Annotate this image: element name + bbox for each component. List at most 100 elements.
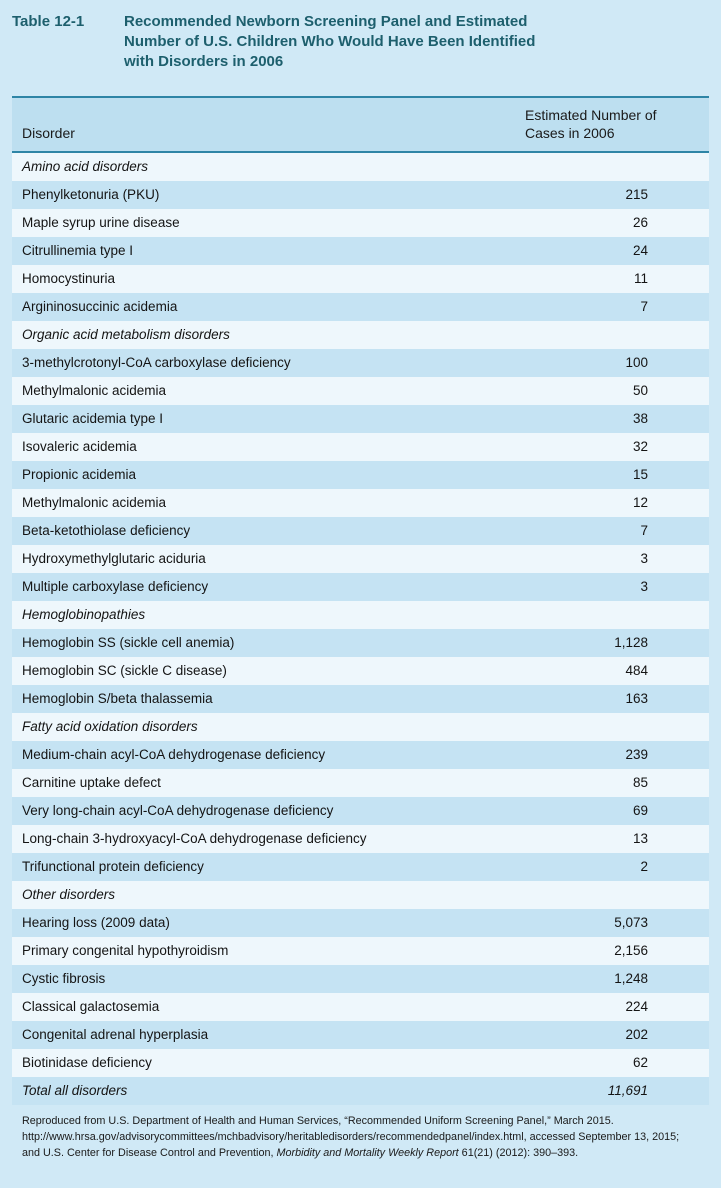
disorder-cell: Medium-chain acyl-CoA dehydrogenase defi… [22,747,326,762]
table-row: Congenital adrenal hyperplasia 202 [12,1021,709,1049]
cases-cell: 32 [632,439,648,454]
table-row: Hemoglobin SC (sickle C disease) 484 [12,657,709,685]
table-row: Multiple carboxylase deficiency 3 [12,573,709,601]
table-row: Hemoglobin S/beta thalassemia 163 [12,685,709,713]
disorder-cell: Methylmalonic acidemia [22,495,167,510]
table-row: Carnitine uptake defect 85 [12,769,709,797]
table-row: Phenylketonuria (PKU) 215 [12,181,709,209]
table-row: Hemoglobin SS (sickle cell anemia) 1,128 [12,629,709,657]
table-title: Table 12-1 Recommended Newborn Screening… [12,8,709,72]
disorder-cell: Phenylketonuria (PKU) [22,187,160,202]
table-row: Biotinidase deficiency 62 [12,1049,709,1077]
cases-cell: 26 [632,215,648,230]
table-row: Argininosuccinic acidemia 7 [12,293,709,321]
disorder-cell: Maple syrup urine disease [22,215,180,230]
cases-cell: 215 [625,187,648,202]
cases-cell: 62 [632,1055,648,1070]
table-row: Hydroxymethylglutaric aciduria 3 [12,545,709,573]
cases-cell: 1,128 [614,635,648,650]
disorder-cell: Beta-ketothiolase deficiency [22,523,191,538]
disorder-cell: Classical galactosemia [22,999,160,1014]
disorder-cell: Other disorders [22,887,116,902]
cases-cell: 11 [633,271,648,286]
disorder-cell: Hearing loss (2009 data) [22,915,170,930]
column-header-cases: Estimated Number of Cases in 2006 [525,107,657,141]
table-row: Maple syrup urine disease 26 [12,209,709,237]
cases-cell: 163 [625,691,648,706]
disorder-cell: Methylmalonic acidemia [22,383,167,398]
cases-cell: 15 [632,467,648,482]
table-row: Long-chain 3-hydroxyacyl-CoA dehydrogena… [12,825,709,853]
disorder-cell: Long-chain 3-hydroxyacyl-CoA dehydrogena… [22,831,367,846]
table-row: Methylmalonic acidemia 12 [12,489,709,517]
disorder-cell: Carnitine uptake defect [22,775,161,790]
disorder-cell: Citrullinemia type I [22,243,134,258]
cases-cell: 239 [625,747,648,762]
disorder-cell: 3-methylcrotonyl-CoA carboxylase deficie… [22,355,291,370]
disorder-cell: Hydroxymethylglutaric aciduria [22,551,206,566]
cases-cell: 85 [632,775,648,790]
cases-cell: 7 [640,299,648,314]
cases-cell [525,153,709,181]
cases-cell: 5,073 [614,915,648,930]
table-row: Very long-chain acyl-CoA dehydrogenase d… [12,797,709,825]
cases-cell: 13 [632,831,648,846]
table-number: Table 12-1 [12,13,85,30]
disorder-cell: Hemoglobin SC (sickle C disease) [22,663,227,678]
cases-cell: 1,248 [614,971,648,986]
section-row: Organic acid metabolism disorders [12,321,709,349]
table-row: Homocystinuria 11 [12,265,709,293]
table-row: Methylmalonic acidemia 50 [12,377,709,405]
section-row: Hemoglobinopathies [12,601,709,629]
cases-cell: 12 [632,495,648,510]
table-row: Trifunctional protein deficiency 2 [12,853,709,881]
cases-cell: 484 [625,663,648,678]
cases-cell: 38 [632,411,648,426]
section-row: Fatty acid oxidation disorders [12,713,709,741]
disorder-cell: Homocystinuria [22,271,116,286]
cases-cell [525,881,709,909]
table-row: Hearing loss (2009 data) 5,073 [12,909,709,937]
source-journal-title: Morbidity and Mortality Weekly Report [276,1147,459,1159]
cases-cell: 7 [640,523,648,538]
table-caption-line: with Disorders in 2006 [124,53,284,70]
table-caption: Recommended Newborn Screening Panel and … [124,12,594,72]
disorder-cell: Total all disorders [22,1083,128,1098]
disorder-cell: Multiple carboxylase deficiency [22,579,209,594]
cases-cell: 224 [625,999,648,1014]
disorder-cell: Amino acid disorders [22,159,149,174]
table-row: Citrullinemia type I 24 [12,237,709,265]
disorder-cell: Propionic acidemia [22,467,137,482]
cases-cell: 100 [625,355,648,370]
table-row: Glutaric acidemia type I 38 [12,405,709,433]
section-row: Amino acid disorders [12,153,709,181]
cases-cell [525,601,709,629]
disorder-cell: Very long-chain acyl-CoA dehydrogenase d… [22,803,334,818]
cases-cell: 2 [640,859,648,874]
source-text: Reproduced from U.S. Department of Healt… [22,1115,680,1159]
disorder-cell: Cystic fibrosis [22,971,106,986]
disorder-cell: Argininosuccinic acidemia [22,299,178,314]
disorder-cell: Biotinidase deficiency [22,1055,152,1070]
table-row: Propionic acidemia 15 [12,461,709,489]
disorder-cell: Glutaric acidemia type I [22,411,164,426]
table-row: 3-methylcrotonyl-CoA carboxylase deficie… [12,349,709,377]
table-caption-line: Number of U.S. Children Who Would Have B… [124,33,536,50]
cases-cell [525,321,709,349]
disorder-cell: Congenital adrenal hyperplasia [22,1027,209,1042]
source-note: Reproduced from U.S. Department of Healt… [12,1113,709,1161]
cases-cell: 3 [640,551,648,566]
disorder-cell: Hemoglobin SS (sickle cell anemia) [22,635,235,650]
table-caption-line: Recommended Newborn Screening Panel and … [124,13,528,30]
source-text-end: 61(21) (2012): 390–393. [458,1147,579,1159]
table-row: Classical galactosemia 224 [12,993,709,1021]
section-row: Other disorders [12,881,709,909]
table-row: Beta-ketothiolase deficiency 7 [12,517,709,545]
disorder-cell: Hemoglobinopathies [22,607,146,622]
disorder-cell: Primary congenital hypothyroidism [22,943,229,958]
total-row: Total all disorders 11,691 [12,1077,709,1105]
table-row: Primary congenital hypothyroidism 2,156 [12,937,709,965]
disorder-cell: Organic acid metabolism disorders [22,327,230,342]
column-header-disorder: Disorder [22,125,75,141]
